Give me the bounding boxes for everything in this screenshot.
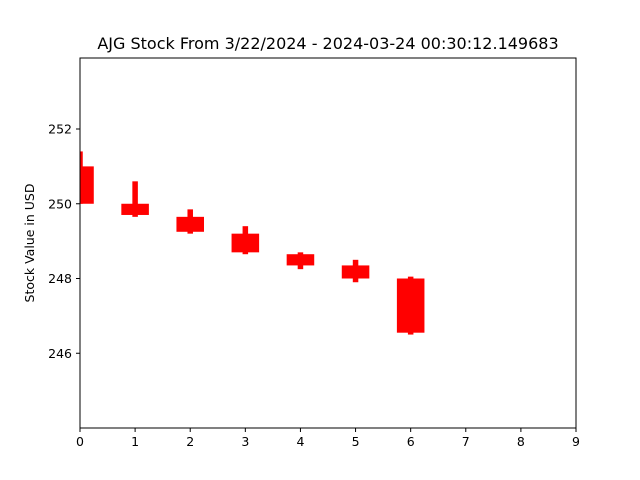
y-axis-label: Stock Value in USD	[22, 184, 37, 303]
x-tick-label: 2	[186, 434, 194, 449]
candle-body	[341, 265, 370, 279]
candle-body	[231, 233, 260, 253]
y-axis-ticks: 246 248 250 252	[48, 122, 80, 361]
candle-body	[396, 278, 425, 333]
y-tick-label: 246	[48, 346, 72, 361]
y-tick-label: 252	[48, 122, 72, 137]
x-tick-label: 6	[407, 434, 415, 449]
candle-body	[176, 216, 204, 232]
x-tick-label: 3	[241, 434, 249, 449]
x-tick-label: 9	[572, 434, 580, 449]
x-tick-label: 1	[131, 434, 139, 449]
plot-frame	[79, 57, 577, 429]
y-tick-label: 250	[48, 196, 72, 211]
candle-body	[121, 203, 149, 215]
x-tick-label: 7	[462, 434, 470, 449]
candle-body	[286, 254, 315, 266]
y-tick-label: 248	[48, 271, 72, 286]
x-axis-ticks: 0 1 2 3 4 5 6 7 8 9	[76, 428, 580, 449]
x-tick-label: 8	[517, 434, 525, 449]
x-tick-label: 0	[76, 434, 84, 449]
candle-body	[80, 166, 94, 204]
x-tick-label: 5	[352, 434, 360, 449]
candle-wick	[132, 181, 138, 217]
chart-title: AJG Stock From 3/22/2024 - 2024-03-24 00…	[97, 34, 558, 53]
x-tick-label: 4	[296, 434, 304, 449]
candles-group	[80, 151, 425, 335]
